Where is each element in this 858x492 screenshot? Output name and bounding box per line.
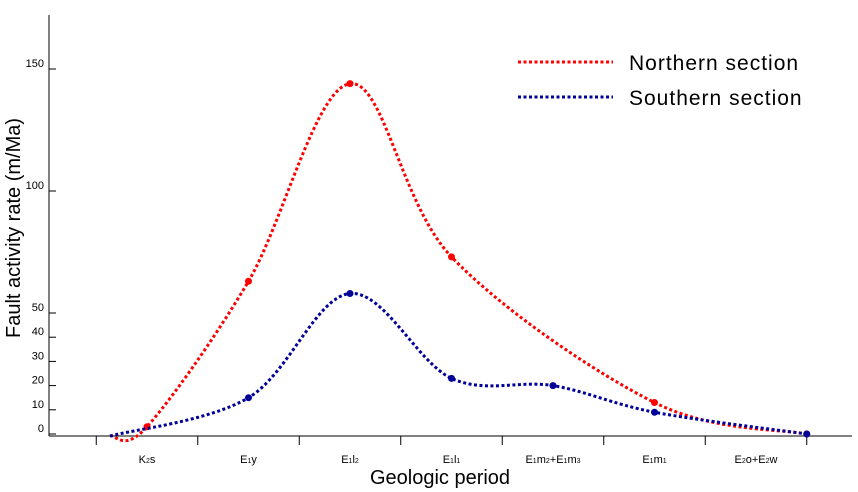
y-tick-label: 20 [32,375,44,387]
y-tick-label: 100 [26,180,44,192]
x-tick-label: E1l1 [443,454,461,466]
legend: Northern section Southern section [518,52,803,110]
data-point [245,394,252,402]
x-tick-label: E1l2 [341,454,359,466]
legend-label-northern: Northern section [629,52,799,75]
series-line-southern [109,291,807,438]
legend-label-southern: Southern section [629,87,803,110]
series-line-northern [109,82,808,443]
x-axis-title: Geologic period [370,467,510,489]
data-point [803,430,811,438]
x-tick-label: K2s [139,454,156,466]
y-tick-label: 150 [26,58,44,70]
x-tick-label: E1y [240,454,257,466]
data-point [549,382,557,390]
series-layer [109,80,811,443]
data-point [651,408,658,416]
plot-frame [48,15,852,437]
y-ticks: 0 10 20 30 40 50 100 150 [26,58,56,435]
y-tick-label: 10 [32,399,44,411]
data-point [346,289,354,297]
y-tick-label: 50 [32,302,44,314]
data-point [346,80,354,88]
data-point [245,277,252,285]
y-axis-title: Fault activity rate (m/Ma) [3,118,25,338]
y-tick-label: 30 [32,350,44,362]
y-tick-label: 0 [38,423,44,435]
x-tick-label: E1m2+E1m3 [525,454,580,466]
x-tick-label: E2o+E2w [735,454,778,466]
data-point [651,399,658,407]
y-tick-label: 40 [32,326,44,338]
data-point [448,374,455,382]
x-ticks: K2s E1y E1l2 E1l1 E1m2+E1m3 E1m1 E2o+E2w [95,436,808,466]
x-tick-label: E1m1 [642,454,666,466]
data-point [448,253,455,261]
